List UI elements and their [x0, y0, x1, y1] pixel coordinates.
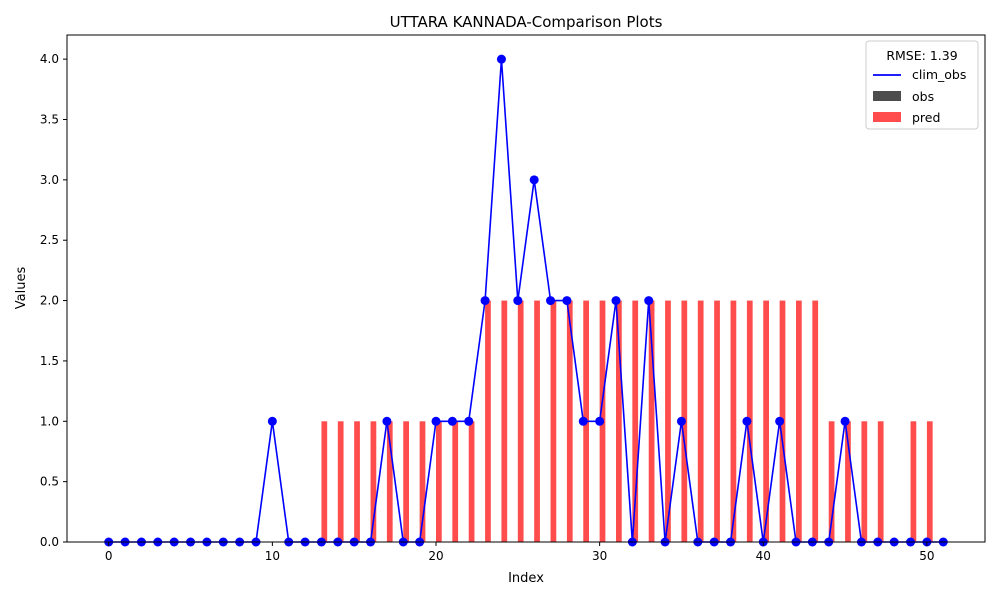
pred-bar: [632, 300, 639, 542]
y-tick-label: 2.0: [40, 294, 59, 308]
y-tick-label: 4.0: [40, 52, 59, 66]
pred-bar: [796, 300, 802, 542]
clim-obs-point: [742, 416, 752, 426]
clim-obs-point: [546, 296, 556, 306]
clim-obs-point: [496, 54, 506, 64]
clim-obs-point: [595, 416, 605, 426]
pred-bar: [534, 300, 540, 542]
pred-bar: [321, 421, 328, 542]
clim-obs-point: [676, 416, 686, 426]
clim-obs-point: [267, 416, 277, 426]
x-tick-label: 20: [428, 549, 443, 563]
pred-bar: [370, 421, 377, 542]
legend-swatch-obs: [873, 91, 901, 101]
x-tick-label: 40: [756, 549, 771, 563]
pred-bar: [910, 421, 917, 542]
legend-title: RMSE: 1.39: [886, 48, 957, 63]
x-tick-label: 30: [592, 549, 607, 563]
pred-bar: [403, 421, 409, 542]
x-axis: 0 10 20 30 40 50: [105, 542, 935, 563]
pred-bar: [337, 421, 344, 542]
y-tick-label: 1.0: [40, 414, 59, 428]
pred-bar: [452, 421, 459, 542]
clim-obs-point: [480, 296, 490, 306]
clim-obs-point: [775, 416, 785, 426]
legend-label-clim-obs: clim_obs: [912, 67, 966, 82]
legend-box: [865, 40, 979, 130]
y-axis: 0.0 0.5 1.0 1.5 2.0 2.5 3.0 3.5 4.0: [40, 52, 67, 549]
x-axis-label: Index: [508, 571, 544, 586]
pred-bar: [354, 421, 360, 542]
pred-bar: [763, 300, 769, 542]
pred-bar: [812, 300, 819, 542]
pred-bar: [485, 300, 491, 542]
clim-obs-point: [578, 416, 588, 426]
clim-obs-point: [431, 416, 441, 426]
pred-bar: [665, 300, 671, 542]
y-tick-label: 0.0: [40, 535, 59, 549]
legend-label-pred: pred: [912, 110, 940, 125]
pred-bar: [468, 421, 475, 542]
pred-bar: [648, 300, 655, 542]
x-tick-label: 50: [919, 549, 934, 563]
x-tick-label: 10: [265, 549, 280, 563]
pred-bar: [730, 300, 737, 542]
x-tick-label: 0: [105, 549, 113, 563]
chart-title: UTTARA KANNADA-Comparison Plots: [390, 13, 663, 31]
pred-bar: [616, 300, 622, 542]
legend-label-obs: obs: [912, 89, 934, 104]
clim-obs-point: [840, 416, 850, 426]
pred-bar: [501, 300, 508, 542]
clim-obs-point: [562, 296, 572, 306]
clim-obs-point: [513, 296, 523, 306]
clim-obs-point: [447, 416, 457, 426]
legend: RMSE: 1.39 clim_obs obs pred: [865, 40, 979, 130]
pred-bar: [861, 421, 868, 542]
pred-bar: [566, 300, 573, 542]
pred-bar: [877, 421, 884, 542]
clim-obs-point: [529, 175, 539, 185]
clim-obs-point: [382, 416, 392, 426]
legend-swatch-pred: [873, 112, 901, 122]
plot-frame: [66, 34, 986, 543]
clim-obs-point: [644, 296, 654, 306]
pred-bar: [517, 300, 524, 542]
pred-bar: [714, 300, 720, 542]
pred-bar: [926, 421, 933, 542]
y-tick-label: 3.5: [40, 113, 59, 127]
pred-bar: [550, 300, 557, 542]
pred-bar: [697, 300, 704, 542]
y-tick-label: 0.5: [40, 475, 59, 489]
line-layer: [104, 54, 948, 547]
pred-bar: [419, 421, 426, 542]
clim-obs-point: [611, 296, 621, 306]
y-tick-label: 3.0: [40, 173, 59, 187]
pred-bar: [845, 421, 851, 542]
pred-bar: [386, 421, 393, 542]
y-axis-label: Values: [14, 267, 29, 310]
clim-obs-point: [464, 416, 474, 426]
y-tick-label: 1.5: [40, 354, 59, 368]
pred-bar: [436, 421, 442, 542]
y-tick-label: 2.5: [40, 233, 59, 247]
pred-bar: [828, 421, 835, 542]
